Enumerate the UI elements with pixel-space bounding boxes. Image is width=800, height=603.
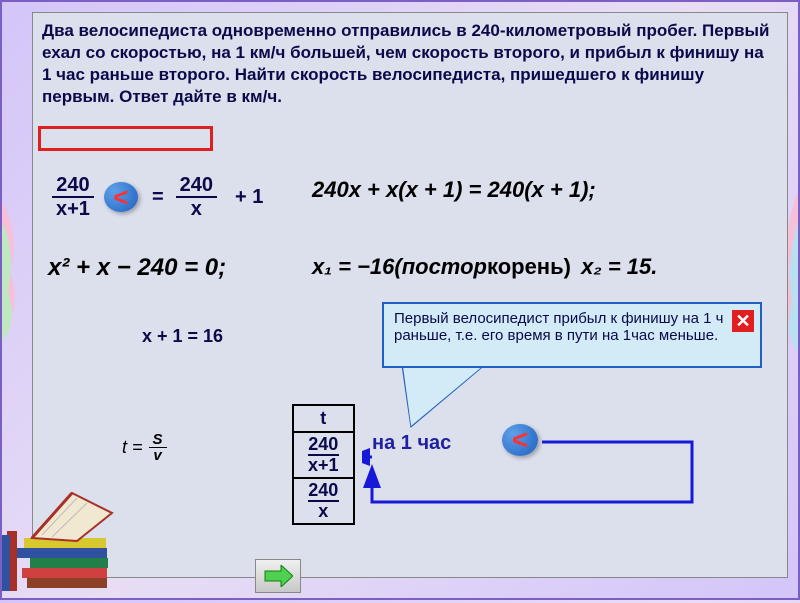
problem-statement: Два велосипедиста одновременно отправили… [42,20,777,108]
root1-part-b: корень) [487,254,571,279]
left-pastel-decoration [2,202,24,342]
equation-quadratic: x² + x − 240 = 0; [48,254,226,282]
frac2-den: x [187,198,206,220]
tsv-label: t = [122,437,143,458]
time-table-row2: 240x [293,478,354,524]
hint-text: Первый велосипедист прибыл к финишу на 1… [394,310,723,344]
time-table-header: t [293,405,354,432]
tt-r2-den: x [308,502,339,521]
frac1-den: x+1 [52,198,94,220]
root2: x₂ = 15. [581,254,657,279]
root1-part-a: x₁ = −16(постор [312,254,487,279]
close-icon[interactable]: ✕ [732,310,754,332]
time-table-row1: 240x+1 [293,432,354,478]
highlight-rectangle [38,126,213,151]
less-than-bubble-icon-2: < [502,424,538,456]
books-stack-decoration [2,483,132,598]
next-slide-button[interactable] [255,559,301,593]
hint-callout: Первый велосипедист прибыл к финишу на 1… [382,302,762,368]
formula-t-equals-s-over-v: t = S v [122,432,167,463]
eq1-tail: + 1 [235,186,263,209]
tt-r1-num: 240 [308,435,339,456]
tt-r1-den: x+1 [308,456,339,475]
equation-expanded: 240x + x(x + 1) = 240(x + 1); [312,177,596,203]
tsv-den: v [149,448,165,463]
na-1-hour-label: на 1 час [372,432,451,455]
less-than-bubble-icon: < [104,182,138,212]
frac1-num: 240 [52,174,93,198]
equation-time-inequality: 240 x+1 < = 240 x + 1 [48,174,263,220]
equation-answer: x + 1 = 16 [142,326,223,347]
time-table: t 240x+1 240x [292,404,355,525]
equation-roots: x₁ = −16(посторкорень) x₂ = 15. [312,254,657,280]
tt-r2-num: 240 [308,481,339,502]
frac2-num: 240 [176,174,217,198]
eq1-equals: = [152,186,164,209]
tsv-num: S [149,432,167,448]
